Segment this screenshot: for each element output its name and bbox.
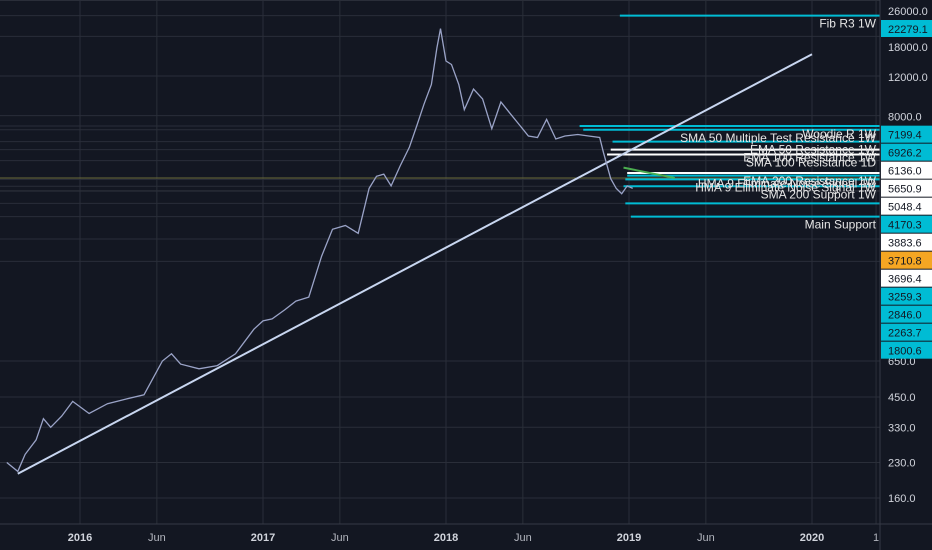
price-tag-background [881,287,932,305]
y-tick-label: 450.0 [888,392,916,404]
y-tick-label: 330.0 [888,422,916,434]
price-tag-label: 7199.4 [888,130,922,142]
price-series-layer [6,28,633,473]
price-tag-background [881,341,932,359]
price-series-line [6,28,633,473]
price-tag-background [881,161,932,179]
level-label: EMA 100 Resistance 1W [743,151,876,165]
price-tag: 3259.3 [881,287,932,305]
price-tag: 2263.7 [881,323,932,341]
price-tag: 3883.6 [881,233,932,251]
x-tick-label: Jun [514,532,532,544]
price-tag: 8000.0 [888,112,922,124]
price-tag-label: 22279.1 [888,24,928,36]
price-tag: 3696.4 [881,269,932,287]
x-tick-label: Jun [148,532,166,544]
price-tag-background [881,269,932,287]
x-tick-label: 2016 [68,532,92,544]
price-tag: 6926.2 [881,143,932,161]
price-tag-background [881,323,932,341]
y-tick-label: 230.0 [888,458,916,470]
price-tag-label: 6926.2 [888,148,922,160]
price-tag: 6136.0 [881,161,932,179]
price-tag-background [881,125,932,143]
time-axis[interactable]: 2016 Jun 2017 Jun 2018 Jun 2019 Jun 2020 1 [68,532,879,544]
price-tag: 12000.0 [888,72,928,84]
price-tag-label: 3696.4 [888,274,922,286]
price-tag: 22279.1 [881,20,932,37]
price-tag-background [881,233,932,251]
price-tag: 26000.0 [888,6,928,18]
level-lines [0,14,880,218]
level-label: HMA 9 Eliminate Noise Signal 1D [698,177,876,191]
y-tick-label: 650.0 [888,356,916,368]
price-tag: 18000.0 [888,42,928,54]
price-tag-background [881,20,932,37]
price-tag: 2846.0 [881,305,932,323]
price-tag: 3710.8 [881,251,932,269]
price-tag: 7199.4 [881,125,932,143]
price-tag-background [881,215,932,233]
price-tag-background [881,251,932,269]
price-axis: 650.0 450.0 330.0 230.0 160.0 26000.0 22279.1 1… [881,6,932,505]
x-tick-label: 2017 [251,532,275,544]
price-tag-label: 3259.3 [888,292,922,304]
x-tick-label: Jun [331,532,349,544]
level-label: SMA 50 Multiple Test Resistance 1W [680,131,877,145]
price-tag-background [881,197,932,215]
level-label: Fib R3 1W [819,17,876,31]
level-label: EMA 200 Resistance 1W [743,174,876,188]
price-tag-label: 12000.0 [888,72,928,84]
trendline-layer [17,53,813,475]
price-tag: 5650.9 [881,179,932,197]
price-tag-label: 1800.6 [888,346,922,358]
x-tick-label: 2020 [800,532,824,544]
price-tag: 1800.6 [881,341,932,359]
price-tag-label: 8000.0 [888,112,922,124]
x-tick-label: 2019 [617,532,641,544]
price-tag-label: 5048.4 [888,202,922,214]
grid-lines [0,0,880,524]
level-label: Main Support [805,218,877,232]
price-tag: 5048.4 [881,197,932,215]
level-label: SMA 100 Resistance 1D [746,155,876,169]
price-tag-background [881,305,932,323]
pattern-line [623,166,675,179]
level-label: EMA 50 Resistance 1W [750,143,877,157]
level-label: HMA 9 Eliminate Noise Signal 1W [695,180,876,194]
price-tag-label: 4170.3 [888,220,922,232]
price-tag-label: 5650.9 [888,184,922,196]
level-label: Woodie R 1W [802,127,876,141]
x-tick-label: Jun [697,532,715,544]
price-tag-label: 6136.0 [888,166,922,178]
trendline [17,53,813,475]
price-tag-background [881,143,932,161]
price-tag-label: 2846.0 [888,310,922,322]
price-tag: 4170.3 [881,215,932,233]
price-tag-label: 2263.7 [888,328,922,340]
x-tick-label: 1 [873,532,879,544]
price-tag-label: 3883.6 [888,238,922,250]
x-tick-label: 2018 [434,532,458,544]
price-tag-label: 3710.8 [888,256,922,268]
y-tick-label: 160.0 [888,493,916,505]
price-tag-label: 18000.0 [888,42,928,54]
level-label: SMA 200 Support 1W [761,187,877,201]
price-tag-label: 26000.0 [888,6,928,18]
price-tag-background [881,179,932,197]
